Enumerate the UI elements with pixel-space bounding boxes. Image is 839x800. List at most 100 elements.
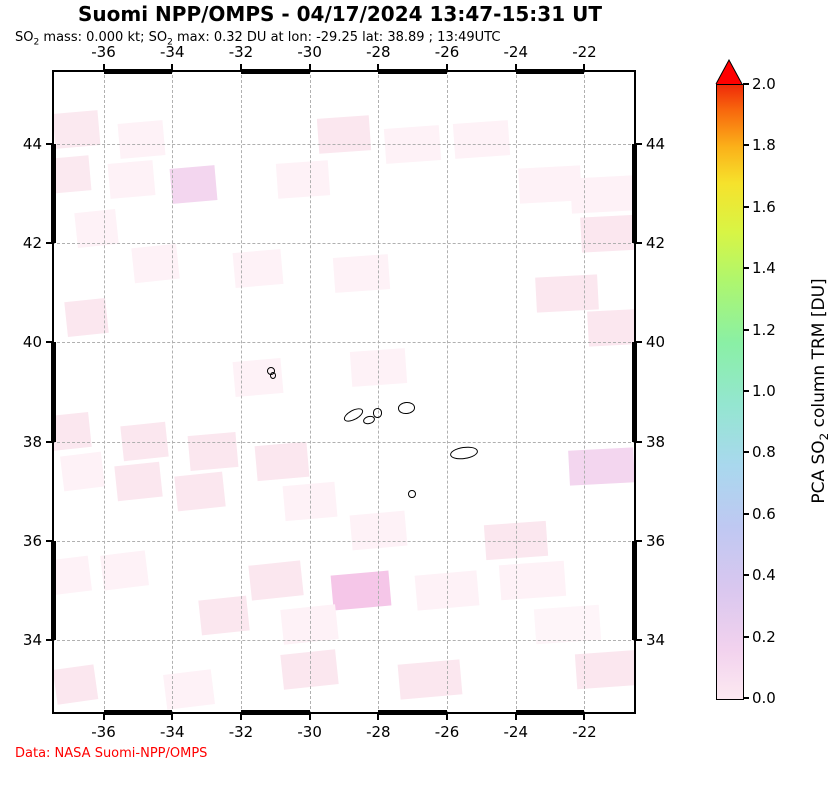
figure-subtitle: SO2 mass: 0.000 kt; SO2 max: 0.32 DU at … [15,30,500,48]
y-tick-label-left: 36 [23,532,42,550]
colorbar-tick [743,329,749,331]
x-tick-label-top: -24 [504,43,529,61]
y-tick-label-right: 40 [646,333,665,351]
tick-mark [446,64,448,70]
frame-segment [378,69,447,74]
colorbar-tick-label: 1.2 [752,321,776,339]
colorbar-tick-label: 0.2 [752,628,776,646]
colorbar-tick-label: 1.0 [752,382,776,400]
x-tick-label-top: -28 [366,43,391,61]
y-tick-label-left: 42 [23,234,42,252]
x-tick-label-top: -36 [91,43,116,61]
x-tick-label-top: -22 [572,43,597,61]
y-tick-label-left: 34 [23,631,42,649]
y-tick-label-left: 44 [23,135,42,153]
colorbar-tick [743,451,749,453]
colorbar-tick [743,574,749,576]
tick-mark [46,242,52,244]
tick-mark [46,341,52,343]
tick-mark [171,714,173,720]
tick-mark [103,714,105,720]
colorbar-tick [743,206,749,208]
tick-mark [46,639,52,641]
frame-segment [51,342,56,441]
tick-mark [515,64,517,70]
x-tick-label-top: -30 [297,43,322,61]
frame-segment [241,69,310,74]
tick-mark [309,64,311,70]
y-tick-label-right: 36 [646,532,665,550]
frame-segment [51,144,56,243]
colorbar-tick [743,636,749,638]
tick-mark [583,714,585,720]
x-tick-label-top: -34 [160,43,185,61]
data-credit: Data: NASA Suomi-NPP/OMPS [15,746,207,761]
x-tick-label-top: -26 [435,43,460,61]
figure-canvas: Suomi NPP/OMPS - 04/17/2024 13:47-15:31 … [0,0,839,800]
frame-segment [516,710,585,715]
tick-mark [46,441,52,443]
tick-mark [103,64,105,70]
colorbar-tick [743,697,749,699]
y-tick-label-right: 34 [646,631,665,649]
colorbar-axis-label: PCA SO2 column TRM [DU] [809,278,831,503]
tick-mark [636,540,642,542]
frame-segment [104,69,173,74]
frame-segment [516,69,585,74]
colorbar-tick-label: 0.6 [752,505,776,523]
colorbar-tick-label: 0.8 [752,443,776,461]
tick-mark [636,639,642,641]
x-tick-label-bottom: -36 [91,723,116,741]
colorbar-tick [743,513,749,515]
colorbar [716,84,744,700]
tick-mark [377,714,379,720]
colorbar-tick-label: 1.8 [752,136,776,154]
plot-frame [52,70,636,714]
tick-mark [46,143,52,145]
y-tick-label-left: 40 [23,333,42,351]
tick-mark [636,242,642,244]
x-tick-label-bottom: -32 [229,723,254,741]
x-tick-label-bottom: -24 [504,723,529,741]
x-tick-label-bottom: -28 [366,723,391,741]
y-tick-label-right: 44 [646,135,665,153]
tick-mark [377,64,379,70]
tick-mark [240,64,242,70]
x-tick-label-top: -32 [229,43,254,61]
tick-mark [171,64,173,70]
y-tick-label-left: 38 [23,433,42,451]
y-tick-label-right: 38 [646,433,665,451]
frame-segment [378,710,447,715]
frame-segment [241,710,310,715]
x-tick-label-bottom: -22 [572,723,597,741]
colorbar-tick-label: 0.0 [752,689,776,707]
frame-segment [632,541,637,640]
frame-segment [632,144,637,243]
colorbar-tick [743,390,749,392]
tick-mark [636,341,642,343]
frame-segment [51,541,56,640]
colorbar-tick-label: 2.0 [752,75,776,93]
frame-segment [632,342,637,441]
colorbar-tick [743,267,749,269]
figure-title: Suomi NPP/OMPS - 04/17/2024 13:47-15:31 … [78,2,602,26]
colorbar-tick [743,144,749,146]
tick-mark [583,64,585,70]
tick-mark [636,143,642,145]
tick-mark [446,714,448,720]
colorbar-tick-label: 0.4 [752,566,776,584]
y-tick-label-right: 42 [646,234,665,252]
colorbar-over-triangle-outline [715,59,743,84]
tick-mark [309,714,311,720]
colorbar-tick-label: 1.4 [752,259,776,277]
colorbar-tick-label: 1.6 [752,198,776,216]
frame-segment [104,710,173,715]
tick-mark [515,714,517,720]
x-tick-label-bottom: -26 [435,723,460,741]
tick-mark [46,540,52,542]
tick-mark [636,441,642,443]
x-tick-label-bottom: -30 [297,723,322,741]
colorbar-tick [743,83,749,85]
tick-mark [240,714,242,720]
x-tick-label-bottom: -34 [160,723,185,741]
